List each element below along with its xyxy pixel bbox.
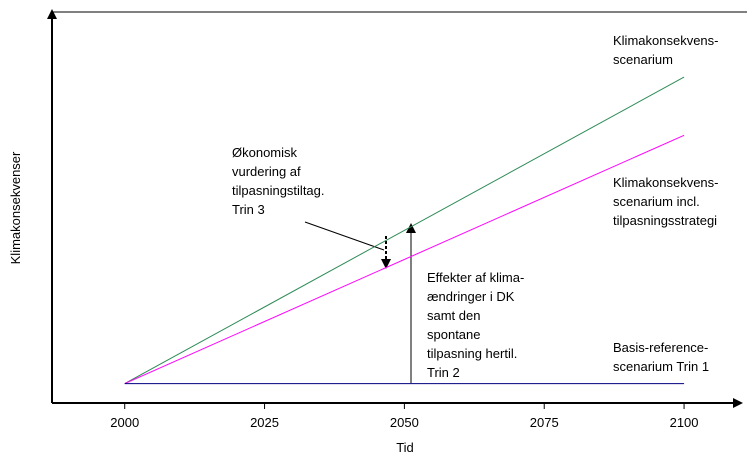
x-tick-label: 2000 (110, 415, 139, 430)
x-tick-label: 2100 (670, 415, 699, 430)
annotation: Trin 3 (232, 202, 265, 217)
x-tick-label: 2025 (250, 415, 279, 430)
annotation: Trin 2 (427, 365, 460, 380)
annotation: tilpasning hertil. (427, 346, 517, 361)
series-label: scenarium (613, 52, 673, 67)
series-label: Basis-reference- (613, 340, 708, 355)
series-line (124, 134, 685, 385)
annotation: samt den (427, 308, 480, 323)
annotation: Økonomisk (232, 145, 298, 160)
y-axis-label: Klimakonsekvenser (8, 151, 23, 264)
x-tick-label: 2075 (530, 415, 559, 430)
x-axis-label: Tid (396, 440, 414, 455)
leader-line (304, 221, 385, 251)
series-label: Klimakonsekvens- (613, 175, 719, 190)
series-label: scenarium Trin 1 (613, 359, 709, 374)
annotation: vurdering af (232, 164, 301, 179)
annotation: tilpasningstiltag. (232, 183, 325, 198)
x-tick-label: 2050 (390, 415, 419, 430)
series-label: Klimakonsekvens- (613, 33, 719, 48)
series-label: scenarium incl. (613, 194, 700, 209)
annotation: Effekter af klima- (427, 270, 524, 285)
annotation: spontane (427, 327, 481, 342)
series-label: tilpasningsstrategi (613, 213, 717, 228)
annotation: ændringer i DK (427, 289, 515, 304)
series-line (124, 76, 685, 385)
